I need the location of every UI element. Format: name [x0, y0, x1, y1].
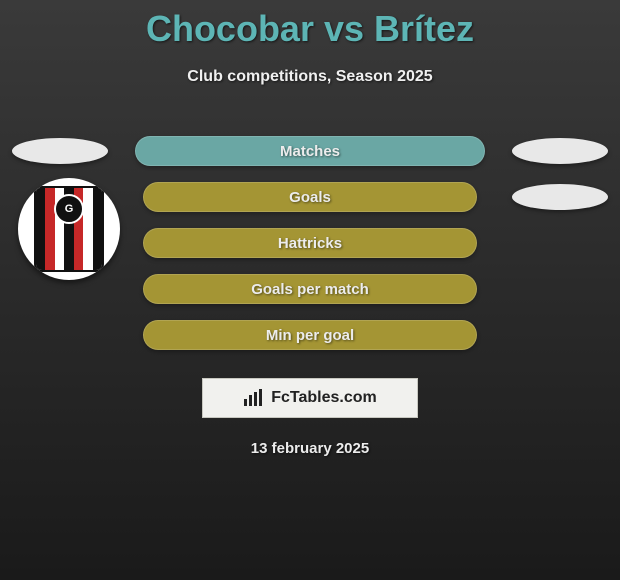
- stat-bar: Goals per match: [143, 274, 477, 304]
- footer-date: 13 february 2025: [0, 440, 620, 457]
- bars-icon: [243, 389, 265, 407]
- stat-label: Min per goal: [266, 327, 354, 344]
- stat-label: Hattricks: [278, 235, 342, 252]
- subtitle: Club competitions, Season 2025: [0, 68, 620, 86]
- page-title: Chocobar vs Brítez: [0, 0, 620, 50]
- stat-label: Goals per match: [251, 281, 369, 298]
- stat-row: Min per goal: [0, 312, 620, 358]
- stat-bar: Hattricks: [143, 228, 477, 258]
- stat-bar: Min per goal: [143, 320, 477, 350]
- stat-bar: Matches: [135, 136, 485, 166]
- player-ellipse-left: [12, 138, 108, 164]
- shield-icon: G: [34, 186, 104, 272]
- player-ellipse-right: [512, 138, 608, 164]
- team-badge-left: G: [18, 178, 120, 280]
- stat-bar: Goals: [143, 182, 477, 212]
- player-ellipse-right: [512, 184, 608, 210]
- stat-label: Goals: [289, 189, 331, 206]
- brand-box: FcTables.com: [202, 378, 418, 418]
- stat-row: 11Matches: [0, 128, 620, 174]
- brand-text: FcTables.com: [271, 389, 377, 407]
- stat-label: Matches: [280, 143, 340, 160]
- badge-letter: G: [54, 194, 84, 224]
